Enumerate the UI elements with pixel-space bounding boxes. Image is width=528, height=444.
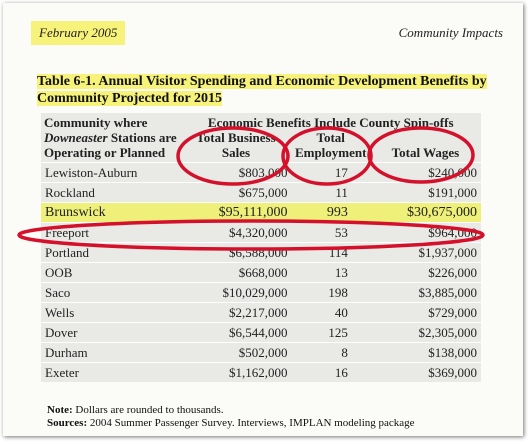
group-header: Economic Benefits Include County Spin-of… bbox=[207, 115, 454, 130]
community-cell: Brunswick bbox=[41, 202, 181, 223]
table-row: Brunswick $95,111,000 993 $30,675,000 bbox=[41, 202, 481, 223]
table-title-text: Table 6-1. Annual Visitor Spending and E… bbox=[37, 74, 487, 106]
note-label: Note: bbox=[47, 404, 73, 416]
community-cell: Lewiston-Auburn bbox=[41, 162, 181, 183]
value-cell: $240,000 bbox=[369, 162, 481, 183]
value-cell: $2,305,000 bbox=[369, 322, 481, 343]
header-part: Community where bbox=[44, 115, 148, 130]
value-cell: 53 bbox=[291, 222, 370, 243]
value-cell: 125 bbox=[291, 322, 370, 343]
community-cell: OOB bbox=[41, 262, 181, 283]
value-cell: $3,885,000 bbox=[369, 282, 481, 303]
value-cell: $10,029,000 bbox=[180, 282, 292, 303]
table-row: Wells $2,217,000 40 $729,000 bbox=[41, 302, 481, 323]
table-row: Saco $10,029,000 198 $3,885,000 bbox=[41, 282, 481, 303]
value-cell: 198 bbox=[291, 282, 370, 303]
table-row: Portland $6,588,000 114 $1,937,000 bbox=[41, 242, 481, 263]
value-cell: $138,000 bbox=[369, 342, 481, 363]
table-row: Durham $502,000 8 $138,000 bbox=[41, 342, 481, 363]
value-cell: 40 bbox=[291, 302, 370, 323]
table-row: Rockland $675,000 11 $191,000 bbox=[41, 182, 481, 203]
value-cell: $30,675,000 bbox=[369, 202, 481, 223]
value-cell: 8 bbox=[291, 342, 370, 363]
header-part: Downeaster bbox=[44, 130, 108, 145]
notes: Note: Dollars are rounded to thousands. … bbox=[47, 404, 415, 430]
first-column-header: Community where Downeaster Stations are … bbox=[41, 113, 180, 163]
value-cell: $6,588,000 bbox=[180, 242, 292, 263]
value-cell: $502,000 bbox=[180, 342, 292, 363]
value-cell: $226,000 bbox=[369, 262, 481, 283]
note: Note: Dollars are rounded to thousands. bbox=[47, 404, 415, 417]
value-cell: $369,000 bbox=[369, 362, 481, 382]
note-text: Dollars are rounded to thousands. bbox=[75, 404, 224, 416]
value-cell: $2,217,000 bbox=[180, 302, 292, 323]
value-cell: $1,937,000 bbox=[369, 242, 481, 263]
table-row: Dover $6,544,000 125 $2,305,000 bbox=[41, 322, 481, 343]
header-part: Stations are Operating or Planned bbox=[44, 130, 177, 160]
community-cell: Wells bbox=[41, 302, 181, 323]
community-cell: Dover bbox=[41, 322, 181, 343]
community-cell: Exeter bbox=[41, 362, 181, 382]
value-cell: $4,320,000 bbox=[180, 222, 292, 243]
community-cell: Durham bbox=[41, 342, 181, 363]
value-cell: 11 bbox=[291, 182, 370, 203]
table-row: Exeter $1,162,000 16 $369,000 bbox=[41, 362, 481, 382]
community-cell: Saco bbox=[41, 282, 181, 303]
value-cell: 993 bbox=[291, 202, 370, 223]
value-cell: 114 bbox=[291, 242, 370, 263]
table-title: Table 6-1. Annual Visitor Spending and E… bbox=[37, 73, 497, 107]
value-cell: $964,000 bbox=[369, 222, 481, 243]
note: Sources: 2004 Summer Passenger Survey. I… bbox=[47, 417, 415, 430]
table: Community where Downeaster Stations are … bbox=[41, 113, 481, 382]
value-cell: $191,000 bbox=[369, 182, 481, 203]
value-cell: 13 bbox=[291, 262, 370, 283]
value-cell: $6,544,000 bbox=[180, 322, 292, 343]
page: February 2005 Community Impacts Table 6-… bbox=[3, 3, 523, 436]
community-cell: Portland bbox=[41, 242, 181, 263]
value-cell: $675,000 bbox=[180, 182, 292, 203]
value-cell: $1,162,000 bbox=[180, 362, 292, 382]
value-cell: $668,000 bbox=[180, 262, 292, 283]
table-row: Freeport $4,320,000 53 $964,000 bbox=[41, 222, 481, 243]
value-cell: $95,111,000 bbox=[180, 202, 292, 223]
value-cell: $729,000 bbox=[369, 302, 481, 323]
value-cell: 17 bbox=[291, 162, 370, 183]
column-header: Total Wages bbox=[391, 145, 460, 160]
table-row: Lewiston-Auburn $803,000 17 $240,000 bbox=[41, 162, 481, 183]
header-section: Community Impacts bbox=[398, 25, 503, 40]
column-header: Total Business Sales bbox=[196, 130, 276, 160]
table-body: Lewiston-Auburn $803,000 17 $240,000 Rocklan… bbox=[41, 162, 481, 382]
community-cell: Rockland bbox=[41, 182, 181, 203]
community-cell: Freeport bbox=[41, 222, 181, 243]
note-text: 2004 Summer Passenger Survey. Interviews… bbox=[89, 417, 415, 429]
column-header: Total Employment bbox=[294, 130, 367, 160]
note-label: Sources: bbox=[47, 417, 88, 429]
value-cell: $803,000 bbox=[180, 162, 292, 183]
value-cell: 16 bbox=[291, 362, 370, 382]
header-date: February 2005 bbox=[31, 21, 126, 45]
table-row: OOB $668,000 13 $226,000 bbox=[41, 262, 481, 283]
